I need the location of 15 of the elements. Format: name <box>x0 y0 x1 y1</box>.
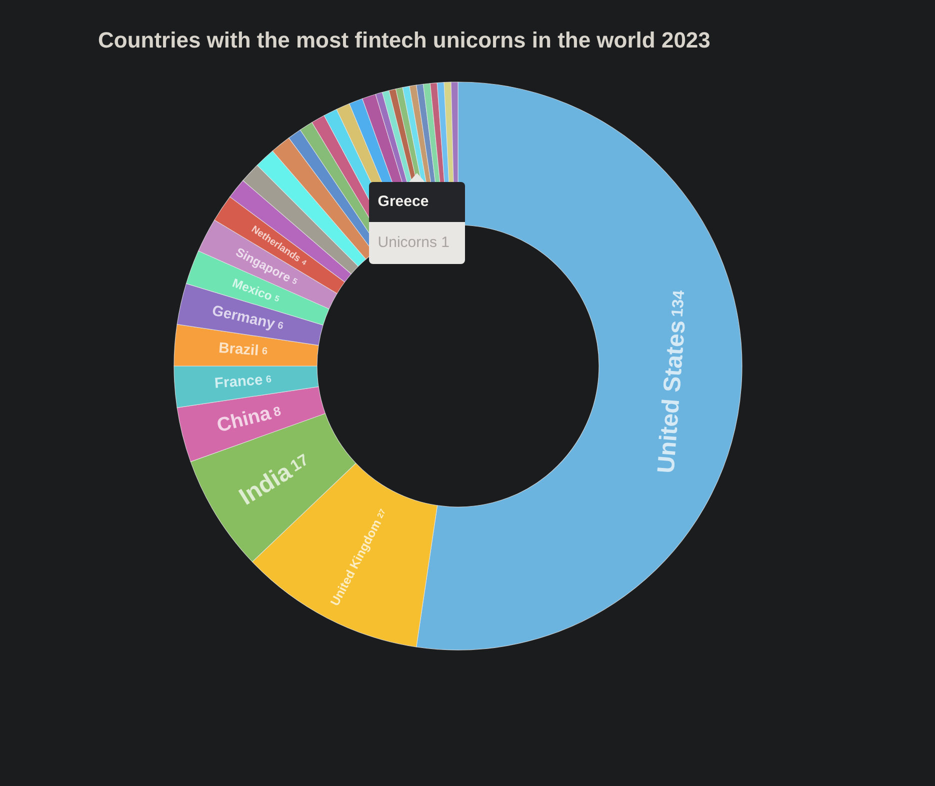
slice-label: Brazil <box>218 340 260 360</box>
slice-label: Germany <box>210 303 278 333</box>
data-label: 6 <box>276 320 285 332</box>
data-label: 5 <box>290 276 300 287</box>
data-label: 27 <box>375 507 388 520</box>
data-label: 8 <box>272 403 282 420</box>
slice-label: China <box>214 402 274 437</box>
slice-label: France <box>214 372 264 392</box>
data-label: 134 <box>669 290 688 318</box>
chart-title: Countries with the most fintech unicorns in the world 2023 <box>98 28 710 52</box>
tooltip: Greece Unicorns 1 <box>368 173 465 264</box>
slice-label: Greece <box>368 182 465 222</box>
data-label: 6 <box>262 346 268 358</box>
data-label: 6 <box>266 374 272 386</box>
slice-label: United States <box>652 319 691 474</box>
